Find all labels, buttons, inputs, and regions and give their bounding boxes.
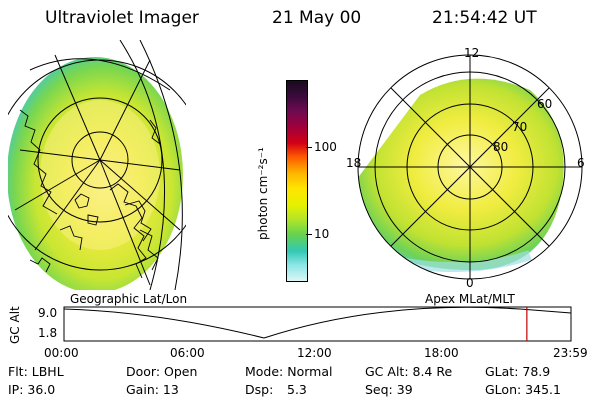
timeline-tick-1800: 18:00 — [424, 346, 459, 360]
timeline-tick-0600: 06:00 — [170, 346, 205, 360]
colorbar-unit-label: photon cm⁻²s⁻¹ — [256, 147, 270, 240]
coastlines — [19, 109, 161, 279]
time-label: 21:54:42 UT — [432, 8, 537, 28]
lat-label-70: 70 — [512, 120, 528, 134]
timeline-frame — [63, 306, 572, 342]
magnetic-polar-plot — [357, 54, 583, 280]
timeline-tick-0000: 00:00 — [44, 346, 79, 360]
altitude-curve — [63, 306, 572, 339]
mlt-label-0: 0 — [466, 276, 474, 290]
info-glon: GLon: 345.1 — [485, 382, 561, 397]
info-mode: Mode: Normal — [245, 364, 333, 379]
info-filter: Flt: LBHL — [8, 364, 64, 379]
timeline-ymax: 9.0 — [38, 306, 58, 320]
colorbar-tick-100: 100 — [314, 140, 337, 154]
info-seq: Seq: 39 — [365, 382, 413, 397]
date-label: 21 May 00 — [272, 8, 362, 28]
geographic-grid — [8, 40, 186, 290]
instrument-title: Ultraviolet Imager — [45, 8, 199, 28]
timeline-axis-label: GC Alt — [8, 306, 22, 344]
left-earth-view — [8, 40, 186, 290]
timeline-ymin: 1.8 — [38, 326, 58, 340]
info-dsp-value: 5.3 — [287, 382, 307, 397]
info-ip: IP: 36.0 — [8, 382, 56, 397]
mlt-label-12: 12 — [464, 46, 480, 60]
info-gain: Gain: 13 — [126, 382, 179, 397]
info-dsp-label: Dsp: — [245, 382, 274, 397]
info-door: Door: Open — [126, 364, 198, 379]
mlt-label-18: 18 — [346, 156, 362, 170]
info-gc-alt: GC Alt: 8.4 Re — [365, 364, 453, 379]
colorbar-tick-10: 10 — [314, 227, 330, 241]
info-glat: GLat: 78.9 — [485, 364, 551, 379]
right-panel-caption: Apex MLat/MLT — [425, 292, 515, 306]
timeline-tick-2359: 23:59 — [553, 346, 588, 360]
lat-label-60: 60 — [537, 97, 553, 111]
timeline-tick-1200: 12:00 — [297, 346, 332, 360]
altitude-timeline — [63, 306, 572, 342]
lat-label-80: 80 — [493, 140, 509, 154]
left-panel-caption: Geographic Lat/Lon — [70, 292, 188, 306]
mlt-label-6: 6 — [577, 156, 585, 170]
colorbar — [286, 80, 308, 282]
right-emission-blob — [358, 78, 564, 271]
